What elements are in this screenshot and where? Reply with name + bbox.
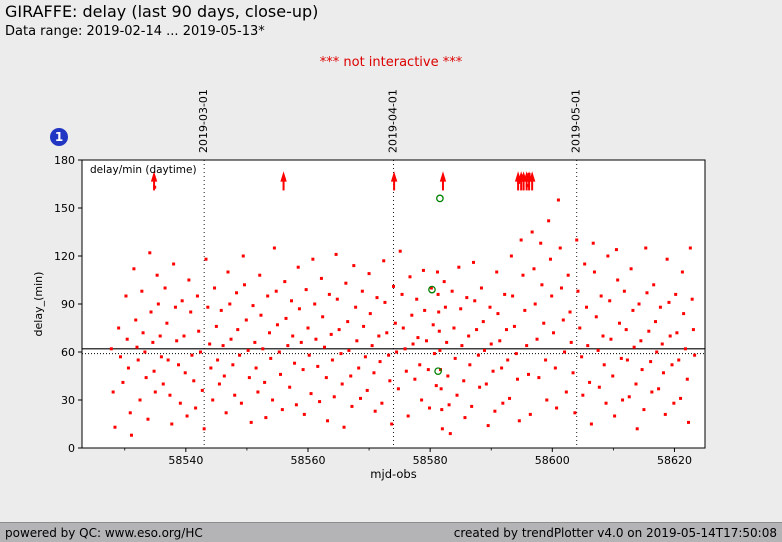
- y-tick-label: 90: [61, 298, 75, 311]
- x-tick-label: 58560: [290, 454, 325, 467]
- y-axis-label: delay_(min): [32, 272, 45, 337]
- data-range-subtitle: Data range: 2019-02-14 ... 2019-05-13*: [5, 24, 265, 39]
- y-tick-label: 0: [68, 442, 75, 455]
- date-line-label: 2019-03-01: [197, 89, 210, 153]
- flagged-circles: [428, 194, 444, 376]
- axis-labels: mjd-obs delay_(min) delay/min (daytime): [32, 164, 417, 481]
- footer-left-text: powered by QC: www.eso.org/HC: [5, 525, 203, 540]
- x-axis-label: mjd-obs: [370, 467, 416, 481]
- y-tick-label: 60: [61, 346, 75, 359]
- footer-right-text: created by trendPlotter v4.0 on 2019-05-…: [453, 525, 777, 540]
- page-title: GIRAFFE: delay (last 90 days, close-up): [5, 2, 319, 21]
- not-interactive-warning: *** not interactive ***: [319, 55, 463, 70]
- reference-lines: [82, 348, 705, 355]
- x-tick-label: 58580: [413, 454, 448, 467]
- inplot-series-label: delay/min (daytime): [90, 164, 197, 176]
- x-tick-label: 58600: [535, 454, 570, 467]
- plot-number-badge[interactable]: 1: [50, 128, 68, 146]
- y-tick-label: 180: [54, 154, 75, 167]
- date-line-label: 2019-05-01: [570, 89, 583, 153]
- clipped-arrows: [150, 171, 536, 191]
- date-gridlines: 2019-03-01 2019-04-01 2019-05-01: [197, 89, 583, 448]
- delay-scatter-chart: 2019-03-01 2019-04-01 2019-05-01 58540 58560…: [32, 89, 706, 481]
- footer-bar: powered by QC: www.eso.org/HC created by…: [0, 522, 782, 542]
- y-tick-label: 150: [54, 202, 75, 215]
- x-tick-label: 58540: [168, 454, 203, 467]
- y-tick-label: 30: [61, 394, 75, 407]
- scatter-points: [109, 172, 697, 437]
- axes: 58540 58560 58580 58600 58620 0 30 60 90 120 150 18…: [54, 154, 706, 467]
- x-tick-label: 58620: [657, 454, 692, 467]
- date-line-label: 2019-04-01: [387, 89, 400, 153]
- y-tick-label: 120: [54, 250, 75, 263]
